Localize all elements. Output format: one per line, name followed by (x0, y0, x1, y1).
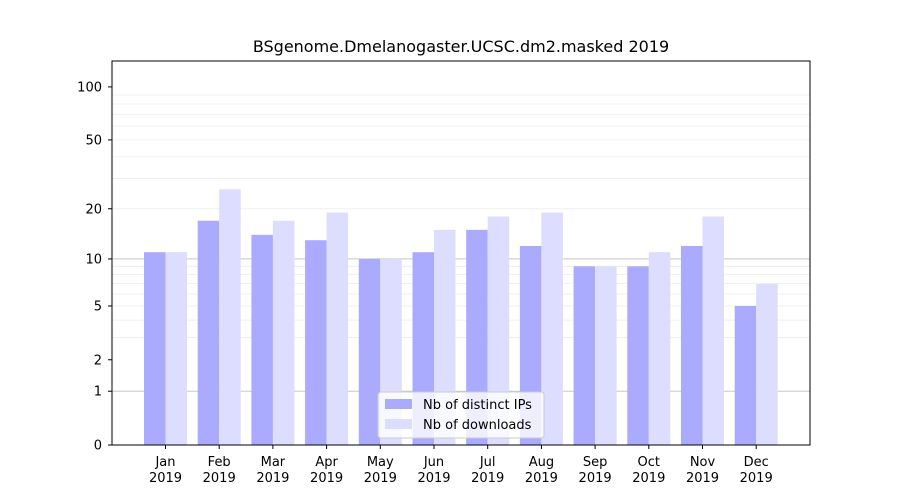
legend-label: Nb of distinct IPs (423, 398, 532, 413)
x-tick-label: Apr 2019 (310, 455, 343, 486)
bar-distinct-ips (466, 229, 488, 445)
x-tick-label: Mar 2019 (256, 455, 289, 486)
bar-downloads (595, 266, 617, 445)
bar-distinct-ips (358, 258, 381, 445)
bar-downloads (756, 283, 778, 445)
bar-distinct-ips (734, 305, 757, 445)
bar-downloads (434, 229, 456, 445)
bar-distinct-ips (251, 234, 273, 445)
y-tick-label: 1 (94, 385, 102, 400)
bar-downloads (487, 216, 510, 445)
x-tick-label: Aug 2019 (525, 455, 558, 486)
x-tick-label: Sep 2019 (579, 455, 612, 486)
bar-distinct-ips (305, 240, 327, 445)
bar-distinct-ips (681, 245, 703, 445)
bar-distinct-ips (144, 252, 166, 445)
legend-box (377, 391, 545, 439)
bar-downloads (165, 252, 187, 445)
bar-downloads (541, 212, 563, 445)
x-tick-label: Jun 2019 (417, 455, 450, 486)
x-tick-label: Dec 2019 (740, 455, 773, 486)
y-tick-label: 0 (94, 439, 102, 454)
axes: 0 1 2 5 10 20 50 100 Jan 2019 Feb 2019 Mar 2019 Apr 201… (77, 60, 811, 486)
legend: Nb of distinct IPs Nb of downloads (377, 391, 545, 439)
bar-downloads (272, 220, 295, 445)
bars (144, 189, 778, 445)
x-tick-label: Oct 2019 (632, 455, 665, 486)
x-tick-label: Nov 2019 (686, 455, 719, 486)
bar-distinct-ips (573, 266, 596, 445)
bar-downloads (219, 189, 241, 445)
legend-label: Nb of downloads (423, 418, 532, 433)
legend-swatch (385, 399, 412, 409)
bar-distinct-ips (627, 266, 649, 445)
legend-swatch (385, 419, 412, 429)
bar-distinct-ips (197, 220, 220, 445)
y-tick-label: 5 (94, 299, 102, 314)
y-tick-label: 20 (85, 202, 102, 217)
bar-downloads (326, 212, 349, 445)
y-tick-label: 2 (94, 353, 102, 368)
bar-downloads (648, 252, 671, 445)
bar-downloads (702, 216, 724, 445)
plot-frame (111, 60, 811, 446)
y-tick-label: 50 (85, 133, 102, 148)
x-tick-label: Feb 2019 (203, 455, 236, 486)
chart-title: BSgenome.Dmelanogaster.UCSC.dm2.masked 2… (253, 37, 669, 56)
x-tick-label: Jan 2019 (149, 455, 182, 486)
x-tick-label: Jul 2019 (471, 455, 504, 486)
y-tick-label: 100 (77, 80, 102, 95)
y-tick-label: 10 (85, 252, 102, 267)
x-tick-label: May 2019 (364, 455, 397, 486)
